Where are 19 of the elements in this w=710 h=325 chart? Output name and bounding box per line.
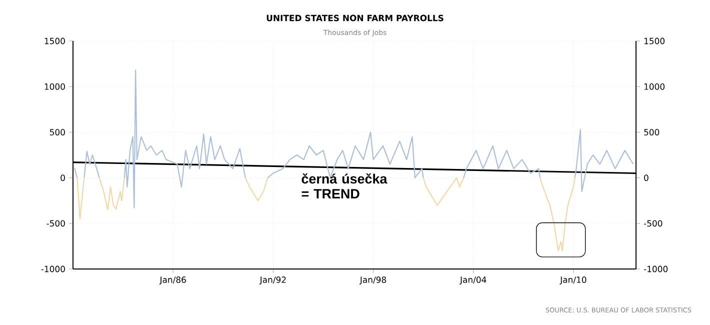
y-tick-label: -500 <box>46 220 65 227</box>
y2-tick-label: -500 <box>644 220 662 227</box>
y2-tick-label: 1000 <box>644 83 665 90</box>
y2-tick-label: 1500 <box>644 38 665 44</box>
y2-tick-label: -1000 <box>644 266 668 272</box>
x-tick-label: Jan/98 <box>360 276 386 285</box>
y-tick-label: -1000 <box>41 266 65 272</box>
y2-tick-label: 0 <box>644 174 648 182</box>
y-tick-label: 0 <box>60 174 65 182</box>
y-tick-label: 1000 <box>44 83 65 90</box>
y2-tick-label: 500 <box>644 129 660 136</box>
chart-title: UNITED STATES NON FARM PAYROLLS <box>266 14 444 22</box>
x-tick-label: Jan/04 <box>460 276 486 285</box>
y-tick-label: 1500 <box>44 38 65 44</box>
x-tick-label: Jan/86 <box>159 276 186 285</box>
x-tick-label: Jan/10 <box>560 276 586 285</box>
y-tick-label: 500 <box>50 129 65 136</box>
x-tick-label: Jan/92 <box>259 276 286 285</box>
annotation: černá úsečka = TREND <box>302 173 388 198</box>
